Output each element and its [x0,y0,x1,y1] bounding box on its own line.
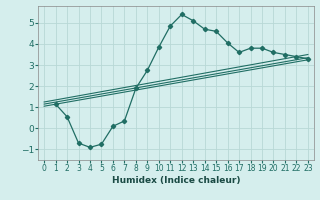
X-axis label: Humidex (Indice chaleur): Humidex (Indice chaleur) [112,176,240,185]
